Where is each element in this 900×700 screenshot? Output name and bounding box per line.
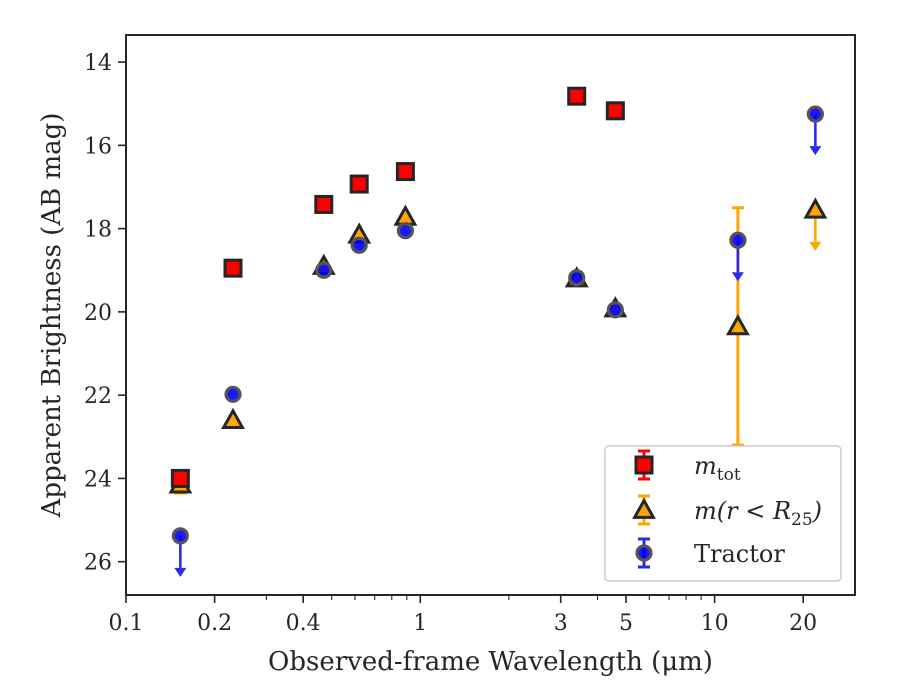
data-point-square <box>567 86 587 106</box>
x-tick-label: 0.2 <box>197 611 232 636</box>
legend-label: Tractor <box>694 540 785 568</box>
x-tick-label: 3 <box>554 611 568 636</box>
x-axis-label: Observed-frame Wavelength (μm) <box>268 647 713 677</box>
x-tick-label: 0.4 <box>286 611 321 636</box>
data-marks <box>168 86 828 577</box>
data-point-triangle <box>221 407 245 429</box>
y-tick-label: 26 <box>84 551 112 576</box>
x-tick-label: 0.1 <box>109 611 144 636</box>
data-point-triangle <box>803 197 828 219</box>
y-tick-label: 24 <box>84 467 112 492</box>
legend-box <box>604 445 842 582</box>
y-tick-label: 16 <box>84 134 112 159</box>
data-point-square <box>170 468 190 488</box>
data-point-circle <box>729 231 747 249</box>
data-point-circle <box>396 222 414 240</box>
upper-limit-arrow-head <box>174 567 187 577</box>
axis-ticks: 0.1 0.2 0.4 1 3 5 10 20 14 16 18 20 22 24 26 <box>84 51 817 636</box>
y-axis-label: Apparent Brightness (AB mag) <box>37 113 67 519</box>
data-point-square <box>349 174 369 194</box>
y-tick-label: 18 <box>84 218 112 243</box>
data-point-circle <box>350 236 368 254</box>
data-point-circle <box>568 269 586 287</box>
data-point-circle <box>806 105 824 123</box>
upper-limit-arrow-head <box>731 272 744 282</box>
data-point-circle <box>606 301 624 319</box>
legend-label: mtot <box>694 452 741 485</box>
x-tick-label: 20 <box>789 611 817 636</box>
data-point-circle <box>224 385 242 403</box>
data-point-triangle <box>725 314 750 336</box>
legend-marker-triangle <box>632 497 656 519</box>
upper-limit-arrow-head <box>809 146 822 156</box>
data-point-square <box>314 194 334 214</box>
upper-limit-arrow-head <box>809 241 822 251</box>
data-point-square <box>223 258 243 278</box>
data-point-square <box>605 101 625 121</box>
legend-marker-square <box>634 455 654 475</box>
data-point-triangle <box>393 204 418 226</box>
x-tick-label: 1 <box>413 611 427 636</box>
legend: mtot m(r < R25) Tractor <box>604 445 842 582</box>
y-tick-label: 22 <box>84 384 112 409</box>
x-tick-label: 10 <box>701 611 729 636</box>
plot-frame <box>125 34 856 596</box>
y-tick-label: 20 <box>84 301 112 326</box>
x-tick-label: 5 <box>619 611 633 636</box>
y-tick-label: 14 <box>84 51 112 76</box>
data-point-circle <box>315 261 333 279</box>
legend-marker-circle <box>635 544 653 562</box>
data-point-circle <box>171 527 189 545</box>
legend-label: m(r < R25) <box>694 497 822 530</box>
data-point-square <box>395 162 415 182</box>
